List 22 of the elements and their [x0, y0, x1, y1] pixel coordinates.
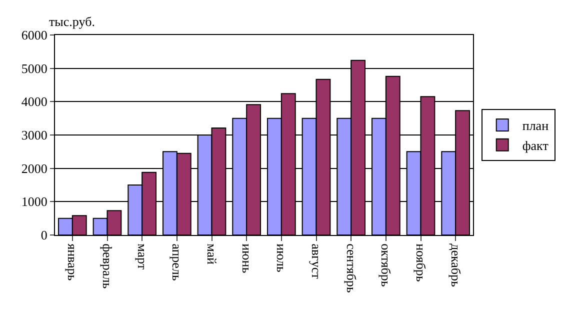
y-tick-label: 6000 — [21, 28, 48, 43]
x-tick-label: сентябрь — [344, 244, 359, 293]
y-tick-label: 5000 — [21, 60, 48, 76]
x-tick-label: декабрь — [448, 244, 464, 287]
x-tick-label: ноябрь — [414, 244, 429, 282]
x-tick-label: май — [204, 244, 220, 265]
y-tick-label: 3000 — [21, 128, 48, 143]
y-axis-title: тыс.руб. — [49, 14, 95, 29]
legend-label: план — [522, 118, 549, 134]
x-tick-label: июль — [274, 244, 290, 272]
y-tick-label: 0 — [40, 228, 48, 243]
x-tick-label: август — [309, 244, 324, 280]
x-tick-label: март — [134, 244, 150, 270]
x-tick-label: февраль — [100, 244, 116, 289]
legend-label: факт — [522, 138, 549, 153]
y-tick-label: 4000 — [21, 94, 48, 110]
x-tick-label: октябрь — [378, 244, 394, 287]
x-tick-label: январь — [65, 244, 80, 281]
x-tick-label: апрель — [170, 244, 185, 281]
y-tick-label: 1000 — [21, 194, 48, 210]
x-tick-label: июнь — [239, 244, 254, 274]
y-tick-label: 2000 — [21, 160, 48, 176]
